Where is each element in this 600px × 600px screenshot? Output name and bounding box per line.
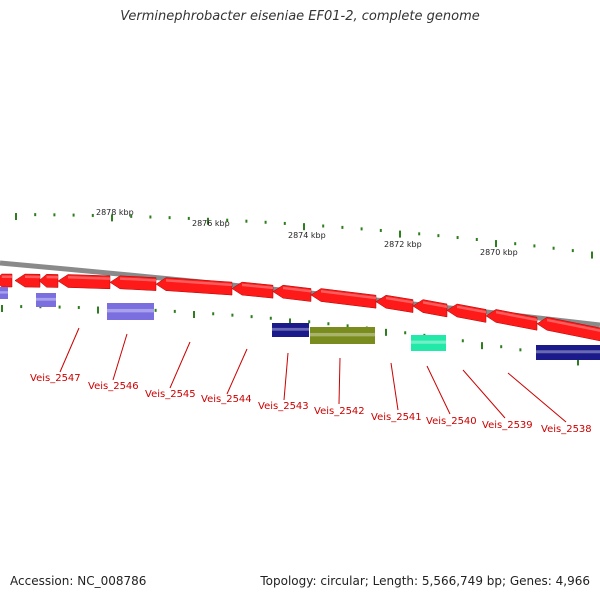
scale-label: 2878 kbp [96, 208, 134, 217]
cds-arrow [231, 281, 274, 299]
label-leader-line [59, 327, 80, 373]
label-leader-line [169, 341, 191, 389]
gene-label: Veis_2547 [30, 373, 81, 384]
feature-block-navy [536, 345, 600, 360]
gene-label: Veis_2542 [314, 406, 365, 417]
cds-highlight [386, 296, 413, 304]
gene-label: Veis_2543 [258, 401, 309, 412]
cds-highlight [547, 318, 600, 332]
cds-arrow [310, 288, 377, 309]
accession-text: Accession: NC_008786 [10, 574, 147, 588]
cds-highlight [68, 276, 110, 280]
gene-label: Veis_2538 [541, 424, 592, 435]
cds-highlight [283, 286, 311, 293]
cds-highlight [120, 277, 156, 282]
cds-highlight [166, 279, 232, 287]
scale-label: 2876 kbp [192, 219, 230, 228]
scale-label: 2870 kbp [480, 248, 518, 257]
label-leader-line [338, 357, 341, 405]
cds-highlight [46, 275, 58, 279]
genome-summary-text: Topology: circular; Length: 5,566,749 bp… [260, 574, 590, 588]
feature-shine [411, 340, 446, 344]
feature-shine [107, 308, 154, 313]
cds-track [0, 273, 600, 342]
label-leader-line [112, 333, 128, 381]
scale-label: 2872 kbp [384, 240, 422, 249]
label-leader-line [390, 362, 399, 411]
cds-arrow [446, 303, 487, 323]
feature-shine [272, 327, 309, 331]
feature-shine [310, 332, 375, 337]
feature-track [0, 287, 600, 360]
cds-arrow [485, 309, 538, 331]
gene-label: Veis_2541 [371, 412, 422, 423]
label-leader-line [226, 348, 248, 395]
cds-highlight [423, 301, 447, 308]
feature-block-navy [272, 323, 309, 337]
label-leader-line [426, 365, 451, 415]
feature-shine [536, 350, 600, 354]
gene-label: Veis_2544 [201, 394, 252, 405]
cds-highlight [496, 310, 537, 322]
cds-highlight [457, 305, 486, 314]
feature-block-purple [0, 287, 8, 299]
feature-shine [36, 297, 56, 301]
gene-labels: Veis_2547 Veis_2546 Veis_2545 Veis_2544 Veis… [30, 327, 592, 435]
scale-label: 2874 kbp [288, 231, 326, 240]
feature-block-purple [36, 293, 56, 307]
cds-highlight [1, 275, 12, 279]
label-leader-line [283, 352, 289, 401]
label-leader-line [507, 372, 567, 423]
cds-highlight [321, 290, 376, 300]
feature-shine [0, 291, 8, 294]
gene-label: Veis_2539 [482, 420, 533, 431]
cds-highlight [242, 283, 273, 290]
cds-arrow [536, 316, 600, 342]
label-leader-line [462, 369, 506, 419]
feature-block-teal [411, 335, 446, 351]
scale-labels: 2878 kbp 2876 kbp 2874 kbp 2872 kbp 2870 kbp [96, 208, 518, 257]
gene-label: Veis_2546 [88, 381, 139, 392]
map-title: Verminephrobacter eiseniae EF01-2, compl… [120, 9, 480, 24]
cds-highlight [25, 275, 40, 279]
feature-block-olive [310, 327, 375, 344]
feature-block-purple [107, 303, 154, 320]
cds-arrow [375, 294, 414, 313]
gene-label: Veis_2545 [145, 389, 196, 400]
gene-label: Veis_2540 [426, 416, 477, 427]
